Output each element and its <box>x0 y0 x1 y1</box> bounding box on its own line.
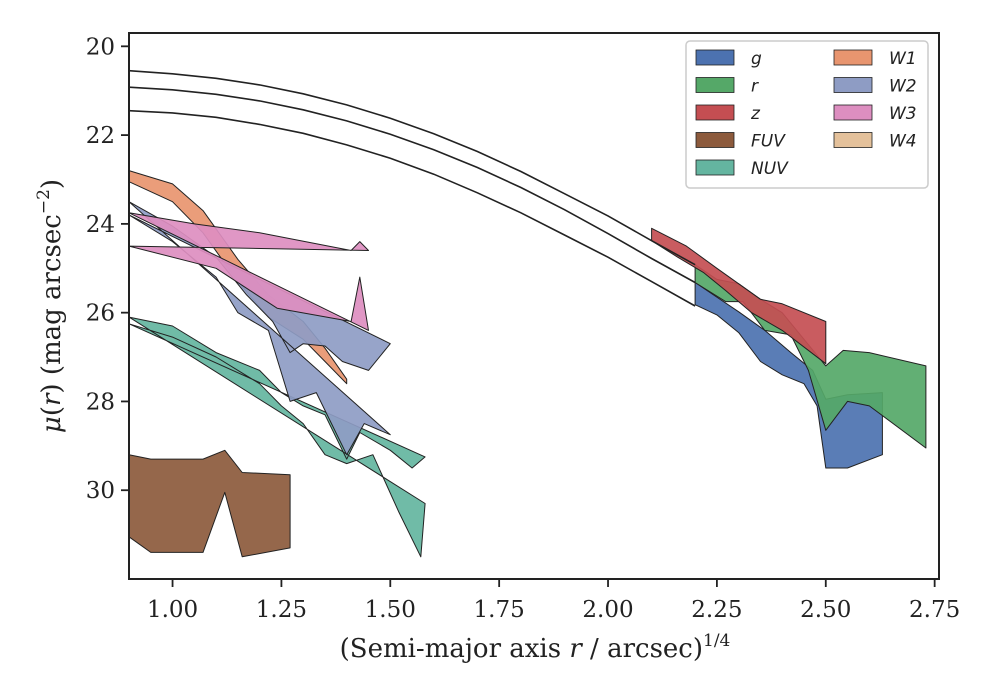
model-lines <box>128 69 696 307</box>
legend-label-W3: W3 <box>889 104 917 124</box>
model-line-2 <box>128 86 696 284</box>
y-tick-label: 30 <box>86 478 115 504</box>
x-axis-ticks: 1.00 1.25 1.50 1.75 2.00 2.25 2.50 2.75 <box>147 579 960 623</box>
legend-swatch-W2 <box>833 77 873 93</box>
legend-swatch-W4 <box>833 132 873 148</box>
legend-swatch-z <box>695 104 735 121</box>
x-tick-label: 2.25 <box>691 597 742 623</box>
plot-frame <box>128 32 940 580</box>
y-axis-label: μ(r) (mag arcsec−2) <box>34 179 67 433</box>
legend-label-z: z <box>750 104 761 124</box>
x-tick-label: 1.75 <box>474 597 525 623</box>
legend-swatch-W1 <box>833 49 873 66</box>
x-axis-label: (Semi-major axis r / arcsec)1/4 <box>340 631 731 664</box>
y-axis-ticks: 20 22 24 26 28 30 <box>86 34 129 504</box>
y-tick-label: 20 <box>86 34 115 60</box>
y-tick-label: 22 <box>86 123 115 149</box>
y-tick-label: 24 <box>86 212 115 238</box>
legend-label-FUV: FUV <box>751 132 786 152</box>
model-line-3 <box>128 109 696 307</box>
legend-swatch-W3 <box>833 104 873 121</box>
legend-label-W1: W1 <box>889 49 917 69</box>
legend-label-g: g <box>751 49 762 69</box>
legend-swatch-NUV <box>695 159 735 176</box>
x-tick-label: 1.50 <box>365 597 416 623</box>
model-line-1 <box>128 69 696 266</box>
x-tick-label: 2.00 <box>582 597 633 623</box>
legend-swatch-r <box>695 77 735 93</box>
legend-label-W4: W4 <box>889 132 917 152</box>
band-z <box>651 227 827 365</box>
series-bands <box>128 170 927 558</box>
x-tick-label: 2.75 <box>909 597 960 623</box>
legend: grz FUV NUV W1 W2 W3 W4 <box>685 40 929 189</box>
band-FUV <box>128 449 291 558</box>
y-tick-label: 28 <box>86 389 115 415</box>
y-tick-label: 26 <box>86 301 115 327</box>
x-tick-label: 1.25 <box>256 597 307 623</box>
legend-swatch-g <box>695 49 735 66</box>
legend-label-W2: W2 <box>889 77 917 97</box>
legend-label-r: r <box>751 77 759 97</box>
legend-label-NUV: NUV <box>751 159 789 179</box>
x-tick-label: 2.50 <box>800 597 851 623</box>
band-g <box>694 282 883 469</box>
x-tick-label: 1.00 <box>147 597 198 623</box>
legend-swatch-FUV <box>695 132 735 148</box>
